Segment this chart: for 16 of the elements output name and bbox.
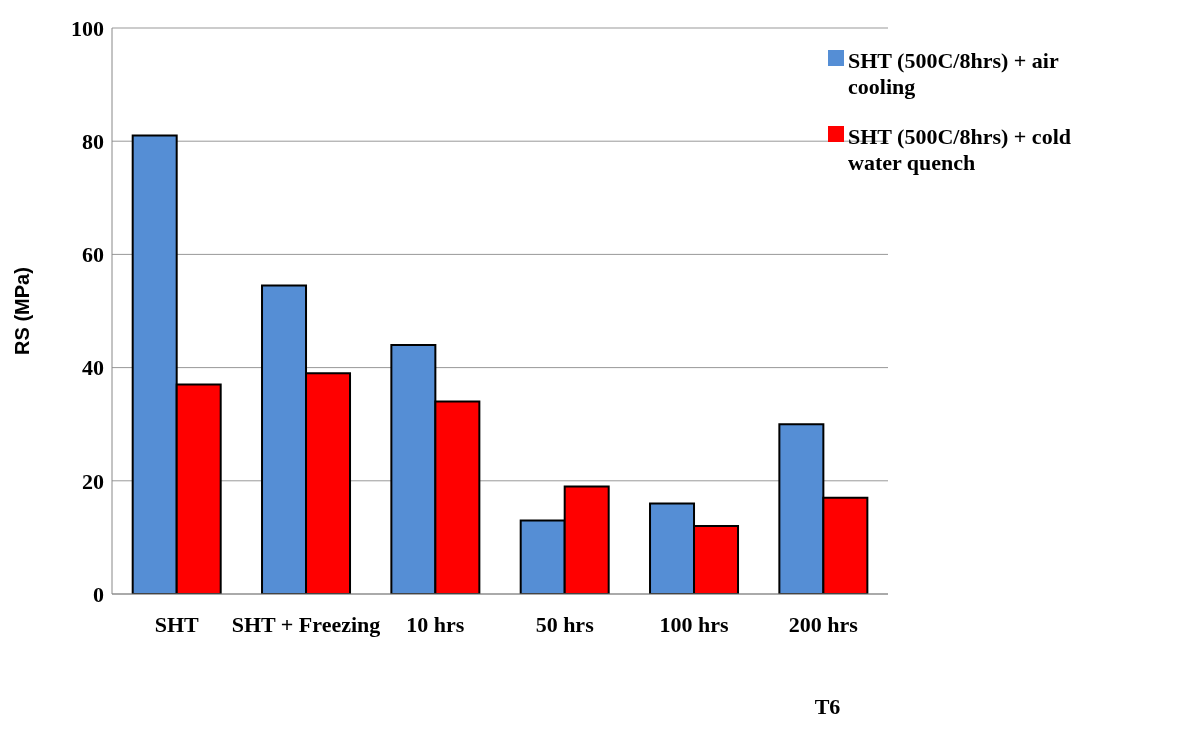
- text: T6: [813, 694, 842, 720]
- x-tick-label: 10 hrs: [406, 611, 465, 637]
- x-tick-label: 200 hrs: [788, 611, 859, 637]
- x-tick-label: SHT + Freezing: [231, 611, 381, 637]
- y-tick-label: 40: [82, 355, 104, 381]
- x-tick-label: SHT: [154, 611, 199, 637]
- y-tick-label: 60: [82, 242, 104, 268]
- legend-label: SHT (500C/8hrs) + air cooling: [848, 48, 1060, 100]
- y-tick-label: 0: [93, 581, 104, 607]
- y-tick-label: 100: [71, 15, 104, 41]
- x-tick-label: 100 hrs: [659, 611, 729, 637]
- legend-label: SHT (500C/8hrs) + cold water quench: [848, 124, 1072, 176]
- y-tick-label: 80: [82, 129, 104, 155]
- y-axis-title: RS (MPa): [11, 267, 34, 355]
- x-tick-label: 50 hrs: [535, 611, 595, 637]
- y-tick-label: 20: [82, 468, 104, 494]
